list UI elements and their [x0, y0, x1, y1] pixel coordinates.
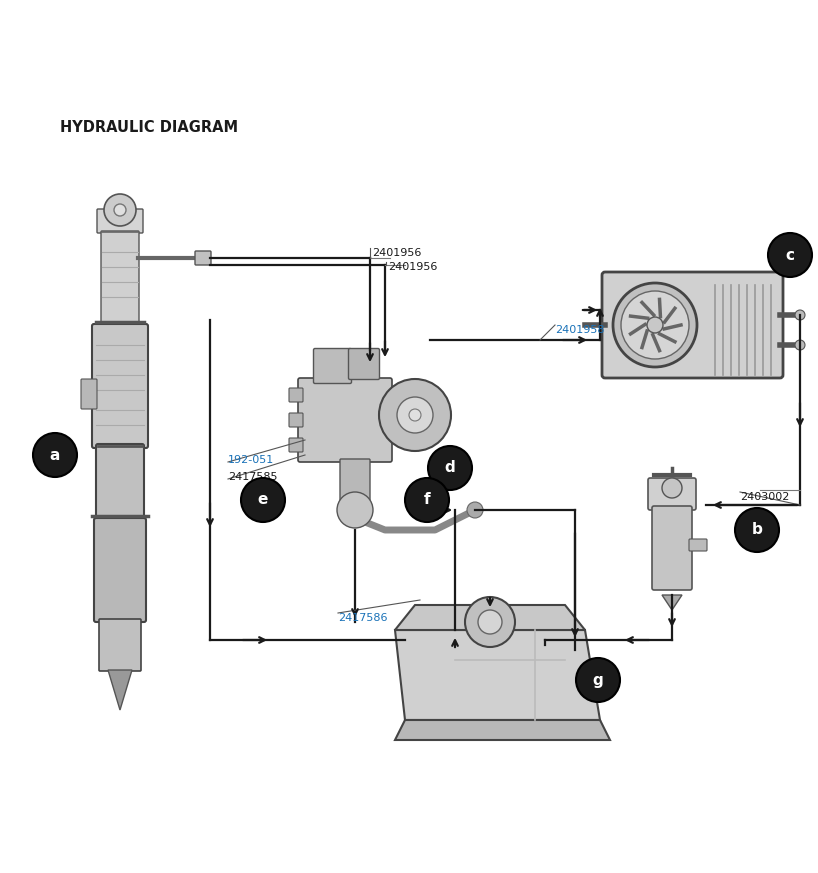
Circle shape [795, 310, 805, 320]
Text: 2403002: 2403002 [740, 492, 789, 502]
Text: 2417585: 2417585 [228, 472, 277, 482]
Circle shape [405, 478, 449, 522]
FancyBboxPatch shape [101, 231, 139, 323]
Circle shape [428, 446, 472, 490]
Text: f: f [424, 492, 430, 507]
FancyBboxPatch shape [96, 444, 144, 518]
FancyBboxPatch shape [648, 478, 696, 510]
Text: 192-051: 192-051 [228, 455, 274, 465]
Circle shape [465, 597, 515, 647]
FancyBboxPatch shape [289, 388, 303, 402]
Circle shape [114, 204, 126, 216]
Text: a: a [50, 448, 61, 463]
FancyBboxPatch shape [340, 459, 370, 501]
Text: e: e [258, 492, 268, 507]
Circle shape [662, 478, 682, 498]
FancyBboxPatch shape [313, 348, 352, 383]
Circle shape [613, 283, 697, 367]
Text: 2401956: 2401956 [388, 262, 438, 272]
FancyBboxPatch shape [289, 413, 303, 427]
Circle shape [735, 508, 779, 552]
Polygon shape [108, 670, 132, 710]
Text: 2401958: 2401958 [555, 325, 605, 335]
Circle shape [337, 492, 373, 528]
Circle shape [397, 397, 433, 433]
FancyBboxPatch shape [94, 518, 146, 622]
Polygon shape [395, 720, 610, 740]
Polygon shape [395, 630, 600, 720]
Circle shape [576, 658, 620, 702]
Circle shape [768, 233, 812, 277]
Text: 2417586: 2417586 [338, 613, 388, 623]
Circle shape [478, 610, 502, 634]
FancyBboxPatch shape [348, 348, 380, 380]
Text: b: b [752, 523, 762, 538]
FancyBboxPatch shape [195, 251, 211, 265]
Circle shape [33, 433, 77, 477]
Polygon shape [662, 595, 682, 610]
Circle shape [647, 317, 663, 333]
FancyBboxPatch shape [97, 209, 143, 233]
FancyBboxPatch shape [602, 272, 783, 378]
FancyBboxPatch shape [289, 438, 303, 452]
FancyBboxPatch shape [99, 619, 141, 671]
Circle shape [241, 478, 285, 522]
Text: HYDRAULIC DIAGRAM: HYDRAULIC DIAGRAM [60, 120, 238, 135]
Text: g: g [592, 672, 604, 688]
Text: 2401956: 2401956 [372, 248, 421, 258]
Polygon shape [395, 605, 585, 630]
Circle shape [795, 340, 805, 350]
Circle shape [104, 194, 136, 226]
FancyBboxPatch shape [92, 324, 148, 448]
FancyBboxPatch shape [298, 378, 392, 462]
Circle shape [467, 502, 483, 518]
FancyBboxPatch shape [652, 506, 692, 590]
FancyBboxPatch shape [81, 379, 97, 409]
FancyBboxPatch shape [689, 539, 707, 551]
Circle shape [621, 291, 689, 359]
Circle shape [409, 409, 421, 421]
Text: c: c [785, 248, 794, 263]
Text: d: d [445, 460, 456, 476]
Circle shape [379, 379, 451, 451]
